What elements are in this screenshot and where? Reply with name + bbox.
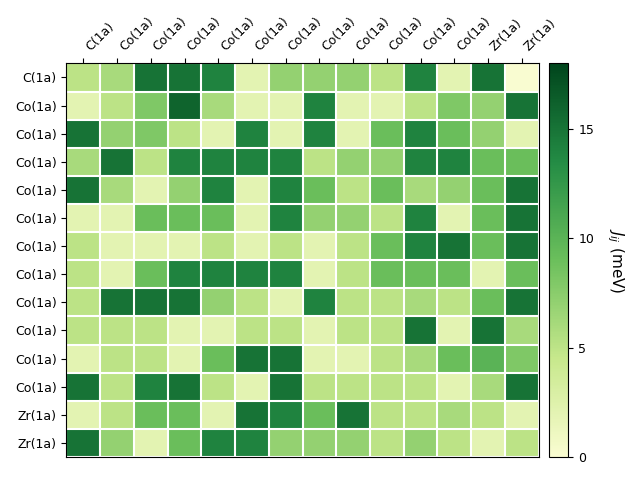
Y-axis label: $J_{ij}$ (meV): $J_{ij}$ (meV): [605, 228, 626, 293]
